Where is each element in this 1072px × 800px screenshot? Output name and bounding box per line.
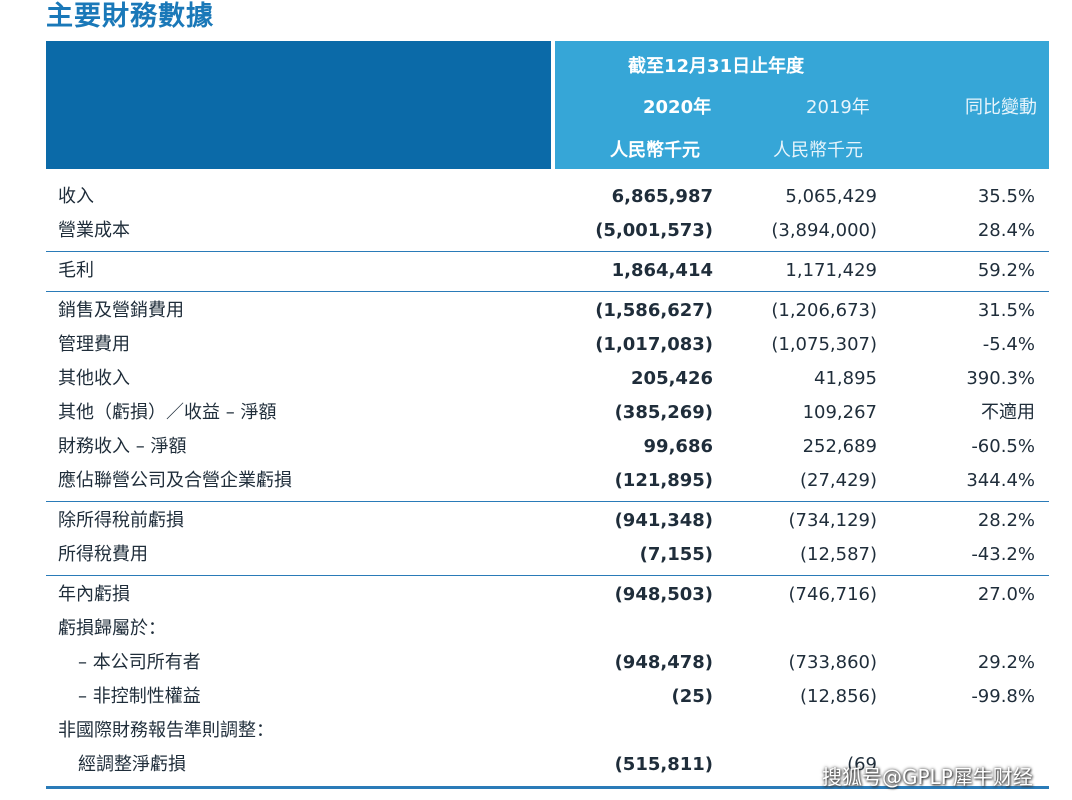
value-2020: 6,865,987 (611, 186, 713, 207)
change-value: 27.0% (977, 584, 1035, 605)
change-value: -60.5% (971, 436, 1035, 457)
value-2020: (1,017,083) (595, 334, 713, 355)
change-value: 29.2% (977, 652, 1035, 673)
table-row: – 本公司所有者 (948,478) (733,860) 29.2% (46, 646, 1049, 680)
unit-2019: 人民幣千元 (773, 140, 863, 161)
row-label: 經調整淨虧損 (78, 754, 186, 775)
row-label: 其他（虧損）／收益 – 淨額 (58, 402, 277, 423)
table-row: 毛利 1,864,414 1,171,429 59.2% (46, 254, 1049, 288)
value-2020: 205,426 (631, 368, 713, 389)
change-value: 35.5% (977, 186, 1035, 207)
change-value: -99.8% (971, 686, 1035, 707)
row-label: 非國際財務報告準則調整： (58, 720, 274, 741)
value-2020: (1,586,627) (595, 300, 713, 321)
group-separator (46, 575, 1049, 576)
value-2019: 252,689 (802, 436, 877, 457)
value-2020: (25) (671, 686, 713, 707)
value-2020: (385,269) (614, 402, 713, 423)
table-row: 除所得稅前虧損 (941,348) (734,129) 28.2% (46, 504, 1049, 538)
table-row: 管理費用 (1,017,083) (1,075,307) -5.4% (46, 328, 1049, 362)
table-header-label-cell (46, 41, 551, 169)
change-value: -5.4% (982, 334, 1035, 355)
value-2019: (69 (847, 754, 877, 775)
value-2020: 1,864,414 (611, 260, 713, 281)
column-change-heading: 同比變動 (965, 97, 1037, 118)
change-value: 59.2% (977, 260, 1035, 281)
group-separator (46, 251, 1049, 252)
value-2019: (3,894,000) (771, 220, 877, 241)
change-value: 28.2% (977, 510, 1035, 531)
value-2020: (7,155) (639, 544, 713, 565)
table-bottom-rule (46, 786, 1049, 789)
page-title: 主要財務數據 (46, 1, 214, 32)
table-row: 財務收入 – 淨額 99,686 252,689 -60.5% (46, 430, 1049, 464)
change-value: 390.3% (966, 368, 1035, 389)
table-row: 營業成本 (5,001,573) (3,894,000) 28.4% (46, 214, 1049, 248)
row-label: 收入 (58, 186, 94, 207)
row-label: 除所得稅前虧損 (58, 510, 184, 531)
table-row: 銷售及營銷費用 (1,586,627) (1,206,673) 31.5% (46, 294, 1049, 328)
value-2019: 5,065,429 (785, 186, 877, 207)
value-2020: (948,478) (614, 652, 713, 673)
group-separator (46, 291, 1049, 292)
row-label: – 非控制性權益 (78, 686, 201, 707)
value-2019: (12,856) (799, 686, 877, 707)
table-row: 所得稅費用 (7,155) (12,587) -43.2% (46, 538, 1049, 572)
row-label: 銷售及營銷費用 (58, 300, 184, 321)
table-row: 非國際財務報告準則調整： (46, 714, 1049, 748)
column-2020-heading: 2020年 (643, 97, 712, 118)
value-2020: (948,503) (614, 584, 713, 605)
change-value: 31.5% (977, 300, 1035, 321)
period-heading: 截至12月31日止年度 (628, 56, 805, 77)
table-header-values-cell: 截至12月31日止年度 2020年 2019年 同比變動 人民幣千元 人民幣千元 (555, 41, 1049, 169)
table-row: 其他（虧損）／收益 – 淨額 (385,269) 109,267 不適用 (46, 396, 1049, 430)
unit-2020: 人民幣千元 (610, 140, 700, 161)
table-row: 其他收入 205,426 41,895 390.3% (46, 362, 1049, 396)
row-label: 其他收入 (58, 368, 130, 389)
table-row: – 非控制性權益 (25) (12,856) -99.8% (46, 680, 1049, 714)
table-row: 虧損歸屬於： (46, 612, 1049, 646)
row-label: 營業成本 (58, 220, 130, 241)
value-2019: (734,129) (788, 510, 877, 531)
row-label: – 本公司所有者 (78, 652, 201, 673)
table-row: 經調整淨虧損 (515,811) (69 (46, 748, 1049, 782)
group-separator (46, 501, 1049, 502)
watermark: 搜狐号@GPLP犀牛财经 (822, 765, 1033, 789)
row-label: 年內虧損 (58, 584, 130, 605)
value-2019: (27,429) (799, 470, 877, 491)
row-label: 財務收入 – 淨額 (58, 436, 187, 457)
row-label: 管理費用 (58, 334, 130, 355)
value-2020: (941,348) (614, 510, 713, 531)
row-label: 毛利 (58, 260, 94, 281)
change-value: 344.4% (966, 470, 1035, 491)
value-2019: (1,075,307) (771, 334, 877, 355)
value-2019: 1,171,429 (785, 260, 877, 281)
value-2020: (515,811) (614, 754, 713, 775)
row-label: 所得稅費用 (58, 544, 148, 565)
value-2020: 99,686 (643, 436, 713, 457)
row-label: 應佔聯營公司及合營企業虧損 (58, 470, 292, 491)
value-2020: (121,895) (614, 470, 713, 491)
row-label: 虧損歸屬於： (58, 618, 166, 639)
value-2019: 41,895 (814, 368, 877, 389)
change-value: -43.2% (971, 544, 1035, 565)
financial-table-body: 收入 6,865,987 5,065,429 35.5% 營業成本 (5,001,573)… (46, 180, 1049, 782)
value-2019: (12,587) (799, 544, 877, 565)
value-2019: (746,716) (788, 584, 877, 605)
table-row: 收入 6,865,987 5,065,429 35.5% (46, 180, 1049, 214)
column-2019-heading: 2019年 (806, 97, 870, 118)
change-value: 28.4% (977, 220, 1035, 241)
value-2019: (733,860) (788, 652, 877, 673)
change-value: 不適用 (981, 402, 1035, 423)
value-2019: 109,267 (802, 402, 877, 423)
value-2020: (5,001,573) (595, 220, 713, 241)
table-row: 應佔聯營公司及合營企業虧損 (121,895) (27,429) 344.4% (46, 464, 1049, 498)
value-2019: (1,206,673) (771, 300, 877, 321)
table-row: 年內虧損 (948,503) (746,716) 27.0% (46, 578, 1049, 612)
